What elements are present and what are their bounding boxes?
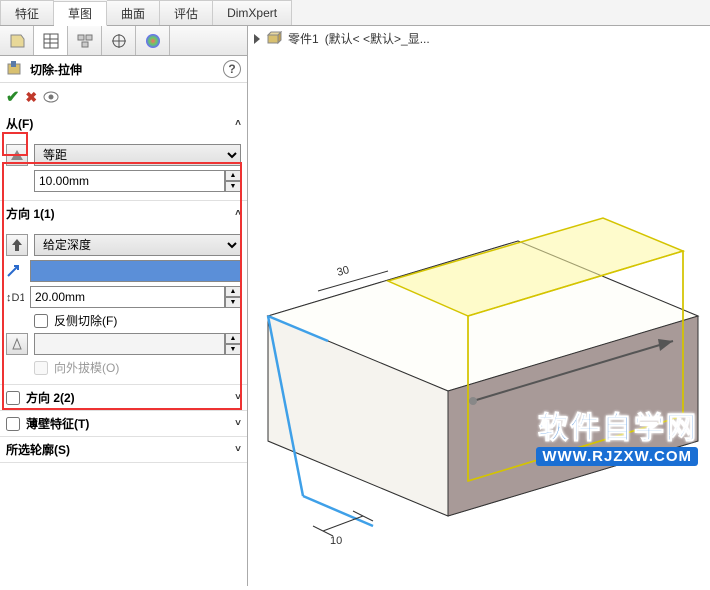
panel-tab-appearance[interactable] [136,26,170,55]
chevron-down-icon: ˅ [235,418,241,429]
panel-tab-row [0,26,247,56]
dir1-end-select[interactable]: 给定深度 [34,234,241,256]
thin-checkbox[interactable] [6,417,20,431]
from-section: 从(F) ˄ 等距 ▲ [0,111,247,201]
dir1-direction-input[interactable] [30,260,241,282]
thin-header[interactable]: 薄壁特征(T) ˅ [0,411,247,436]
main-tabs: 特征 草图 曲面 评估 DimXpert [0,0,710,26]
dir1-reverse-icon[interactable] [6,234,28,256]
model-view: 30 10 [258,156,708,576]
cut-extrude-icon [6,60,24,78]
breadcrumb: 零件1 (默认< <默认>_显... [254,30,430,47]
panel-tab-dim[interactable] [102,26,136,55]
tab-sketch[interactable]: 草图 [54,1,107,26]
reverse-cut-label: 反侧切除(F) [54,312,117,329]
chevron-down-icon: ˅ [235,444,241,455]
from-header[interactable]: 从(F) ˄ [0,111,247,136]
watermark-en: WWW.RJZXW.COM [536,447,698,466]
contour-title: 所选轮廓(S) [6,441,70,458]
dir1-depth-input[interactable] [30,286,225,308]
depth-spin-up[interactable]: ▲ [225,286,241,297]
draft-spin-up[interactable]: ▲ [225,333,241,344]
tab-surface[interactable]: 曲面 [107,0,160,25]
draft-angle-input[interactable] [34,333,225,355]
panel-tab-property[interactable] [34,26,68,55]
chevron-up-icon: ˄ [235,208,241,219]
draft-spin-down[interactable]: ▼ [225,344,241,355]
reverse-cut-checkbox[interactable] [34,314,48,328]
from-option-select[interactable]: 等距 [34,144,241,166]
expand-tree-icon[interactable] [254,34,260,44]
from-spin-up[interactable]: ▲ [225,170,241,181]
dir2-title: 方向 2(2) [26,389,75,406]
tab-dimxpert[interactable]: DimXpert [213,0,292,25]
cancel-button[interactable]: ✖ [25,89,37,106]
svg-text:10: 10 [330,535,342,547]
from-title: 从(F) [6,115,33,132]
thin-title: 薄壁特征(T) [26,415,89,432]
draft-out-label: 向外拔模(O) [54,359,119,376]
contour-section: 所选轮廓(S) ˅ [0,437,247,463]
part-config: (默认< <默认>_显... [325,30,430,47]
from-spin-down[interactable]: ▼ [225,181,241,192]
dir1-title: 方向 1(1) [6,205,55,222]
tab-evaluate[interactable]: 评估 [160,0,213,25]
action-row: ✔ ✖ [0,83,247,111]
watermark: 软件自学网 WWW.RJZXW.COM [536,403,698,466]
draft-out-checkbox[interactable] [34,361,48,375]
thin-section: 薄壁特征(T) ˅ [0,411,247,437]
part-icon [266,31,282,47]
preview-icon[interactable] [43,91,59,103]
chevron-down-icon: ˅ [235,392,241,403]
feature-title: 切除-拉伸 [30,61,82,78]
property-panel: 切除-拉伸 ? ✔ ✖ 从(F) ˄ 等距 [0,26,248,586]
dir2-header[interactable]: 方向 2(2) ˅ [0,385,247,410]
panel-tab-feature-tree[interactable] [0,26,34,55]
dir2-checkbox[interactable] [6,391,20,405]
tab-feature[interactable]: 特征 [0,0,54,25]
feature-title-row: 切除-拉伸 ? [0,56,247,83]
draft-icon[interactable] [6,333,28,355]
part-name[interactable]: 零件1 [288,30,319,47]
dir2-section: 方向 2(2) ˅ [0,385,247,411]
direction-arrow-icon [6,262,24,280]
watermark-cn: 软件自学网 [536,403,698,447]
depth-icon: ↕D1 [6,288,24,306]
dir1-section: 方向 1(1) ˄ 给定深度 ↕D1 [0,201,247,385]
dir1-header[interactable]: 方向 1(1) ˄ [0,201,247,226]
help-button[interactable]: ? [223,60,241,78]
chevron-up-icon: ˄ [235,118,241,129]
depth-spin-down[interactable]: ▼ [225,297,241,308]
from-start-icon[interactable] [6,144,28,166]
from-offset-input[interactable] [34,170,225,192]
svg-text:↕D1: ↕D1 [6,292,24,304]
contour-header[interactable]: 所选轮廓(S) ˅ [0,437,247,462]
ok-button[interactable]: ✔ [6,87,19,107]
svg-text:30: 30 [336,264,351,279]
panel-tab-config[interactable] [68,26,102,55]
graphics-area[interactable]: 零件1 (默认< <默认>_显... 30 [248,26,710,586]
